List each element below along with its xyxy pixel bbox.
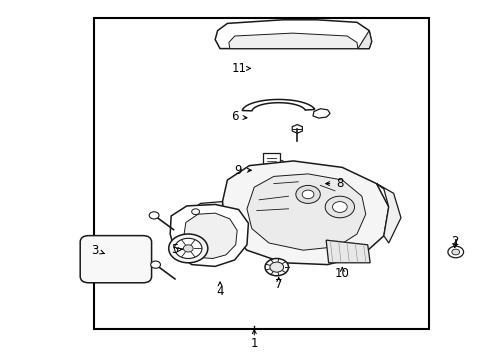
- Circle shape: [174, 238, 202, 258]
- Text: 5: 5: [171, 243, 179, 256]
- Polygon shape: [228, 33, 357, 49]
- Polygon shape: [222, 161, 388, 265]
- Circle shape: [269, 262, 283, 272]
- Polygon shape: [193, 202, 222, 229]
- Text: 2: 2: [450, 235, 458, 248]
- Circle shape: [264, 258, 288, 276]
- Polygon shape: [357, 31, 371, 49]
- Text: 4: 4: [216, 285, 224, 298]
- Polygon shape: [325, 240, 369, 263]
- Polygon shape: [376, 184, 400, 243]
- FancyBboxPatch shape: [80, 235, 151, 283]
- Circle shape: [183, 245, 193, 252]
- Polygon shape: [246, 174, 365, 250]
- Text: 1: 1: [250, 337, 258, 350]
- Circle shape: [149, 212, 159, 219]
- Polygon shape: [170, 204, 248, 266]
- Circle shape: [451, 249, 459, 255]
- Polygon shape: [278, 160, 285, 167]
- Circle shape: [325, 196, 354, 218]
- Circle shape: [302, 190, 313, 199]
- Polygon shape: [215, 20, 371, 49]
- Text: 3: 3: [91, 244, 99, 257]
- Polygon shape: [292, 125, 302, 133]
- Circle shape: [191, 209, 199, 215]
- Text: 7: 7: [274, 278, 282, 291]
- Polygon shape: [262, 153, 280, 164]
- Polygon shape: [183, 213, 237, 258]
- Circle shape: [295, 185, 320, 203]
- Polygon shape: [242, 99, 314, 111]
- Bar: [94, 18, 428, 329]
- Circle shape: [332, 202, 346, 212]
- Circle shape: [447, 246, 463, 258]
- Text: 6: 6: [230, 111, 238, 123]
- Polygon shape: [313, 171, 326, 181]
- Text: 10: 10: [334, 267, 349, 280]
- Text: 8: 8: [335, 177, 343, 190]
- Circle shape: [168, 234, 207, 263]
- Circle shape: [150, 261, 160, 268]
- Polygon shape: [312, 109, 329, 118]
- Text: 11: 11: [232, 62, 246, 75]
- Text: 9: 9: [234, 164, 242, 177]
